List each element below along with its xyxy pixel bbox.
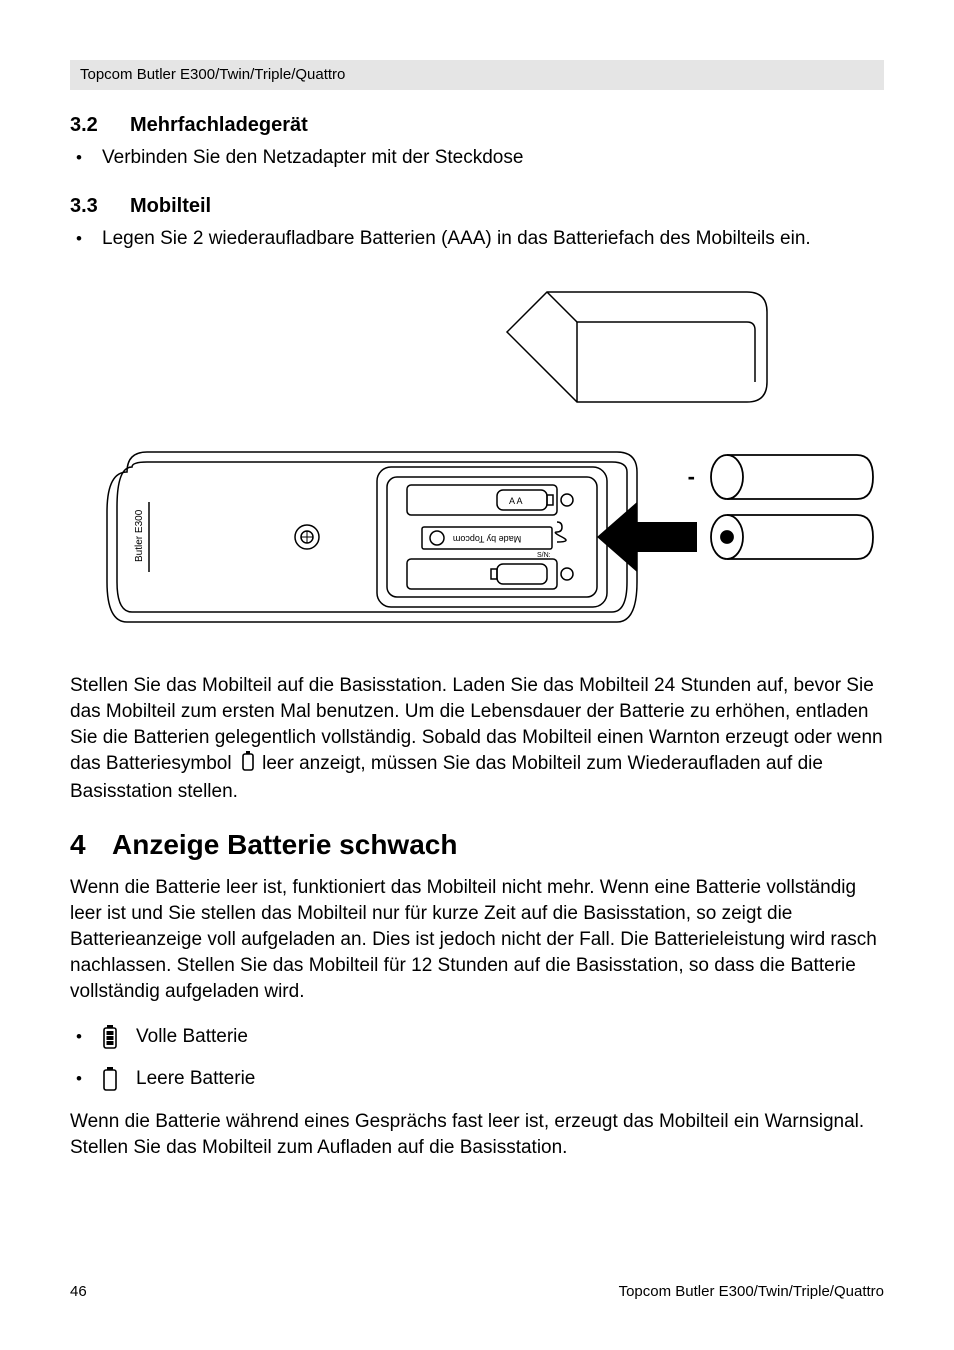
svg-text:A A: A A [509, 496, 523, 506]
bullet-row: • Verbinden Sie den Netzadapter mit der … [70, 145, 884, 171]
bullet-dot: • [76, 226, 102, 252]
bullet-full-battery: • Volle Batterie [70, 1025, 884, 1049]
bullet-dot: • [76, 1027, 102, 1047]
page: Topcom Butler E300/Twin/Triple/Quattro 3… [0, 0, 954, 1350]
svg-text:S/N:: S/N: [537, 552, 551, 559]
subsection-num: 3.2 [70, 114, 130, 137]
svg-text:-: - [688, 464, 695, 489]
battery-full-icon [102, 1025, 136, 1049]
section-title: Anzeige Batterie schwach [112, 829, 457, 860]
para-4-1: Wenn die Batterie leer ist, funktioniert… [70, 875, 884, 1005]
bullet-text: Volle Batterie [136, 1026, 248, 1048]
bullet-dot: • [76, 145, 102, 171]
subsection-num: 3.3 [70, 195, 130, 218]
bullet-row: • Legen Sie 2 wiederaufladbare Batterien… [70, 226, 884, 252]
svg-text:+: + [682, 526, 695, 551]
header-bar: Topcom Butler E300/Twin/Triple/Quattro [70, 60, 884, 90]
footer-page: 46 [70, 1283, 87, 1300]
footer: 46 Topcom Butler E300/Twin/Triple/Quattr… [70, 1283, 884, 1300]
bullet-text: Legen Sie 2 wiederaufladbare Batterien (… [102, 226, 811, 252]
bullet-dot: • [76, 1069, 102, 1089]
section-num: 4 [70, 829, 112, 861]
section-heading-4: 4Anzeige Batterie schwach [70, 829, 884, 861]
header-product: Topcom Butler E300/Twin/Triple/Quattro [80, 66, 345, 83]
svg-text:Butler E300: Butler E300 [134, 509, 145, 562]
svg-text:Made by Topcom: Made by Topcom [453, 534, 521, 544]
subsection-title: Mehrfachladegerät [130, 114, 308, 136]
diagram-svg: Butler E300 [77, 272, 877, 652]
bullet-text: Leere Batterie [136, 1068, 255, 1090]
bullet-text: Verbinden Sie den Netzadapter mit der St… [102, 145, 523, 171]
footer-product: Topcom Butler E300/Twin/Triple/Quattro [619, 1283, 884, 1300]
handset-battery-diagram: Butler E300 [70, 272, 884, 657]
battery-empty-icon [102, 1067, 136, 1091]
subsection-title: Mobilteil [130, 195, 211, 217]
subsection-3-3: 3.3Mobilteil • Legen Sie 2 wiederaufladb… [70, 195, 884, 805]
bullet-empty-battery: • Leere Batterie [70, 1067, 884, 1091]
para-4-2: Wenn die Batterie während eines Gespräch… [70, 1109, 884, 1161]
subsection-heading: 3.2Mehrfachladegerät [70, 114, 884, 137]
subsection-3-2: 3.2Mehrfachladegerät • Verbinden Sie den… [70, 114, 884, 171]
para-3-3: Stellen Sie das Mobilteil auf die Basiss… [70, 673, 884, 805]
subsection-heading: 3.3Mobilteil [70, 195, 884, 218]
battery-empty-icon [241, 751, 255, 779]
